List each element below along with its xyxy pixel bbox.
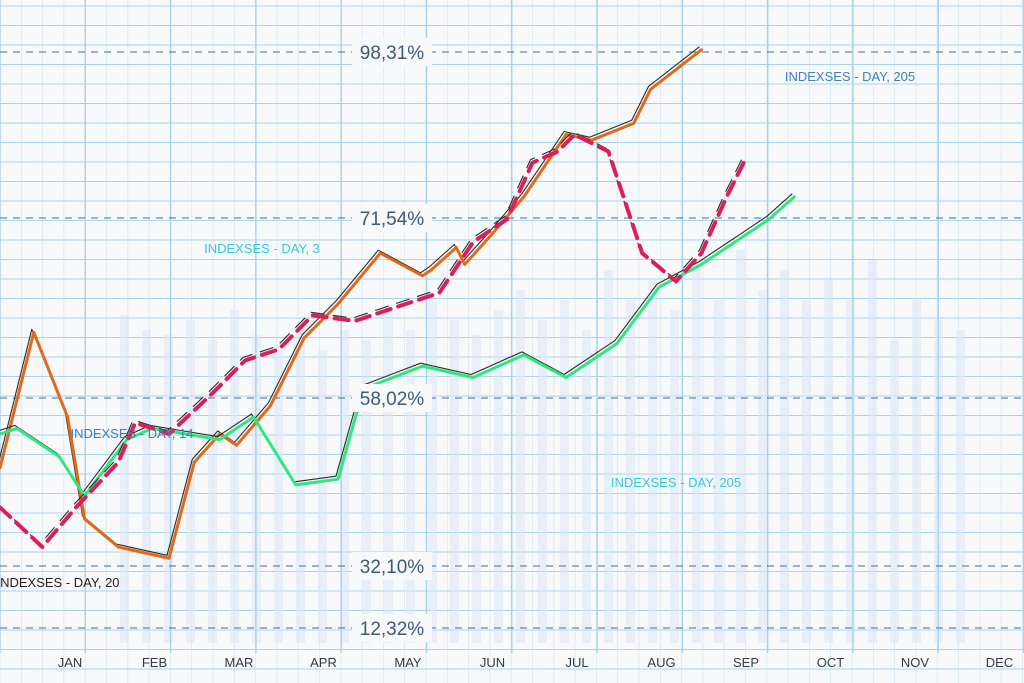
series-line-orange [0, 48, 703, 560]
pct-label: 71,54% [360, 209, 425, 230]
month-label: AUG [647, 655, 675, 670]
background-bar [604, 270, 613, 643]
annotation-label: INDEXSES - DAY, 205 [611, 475, 741, 490]
background-bar [538, 320, 547, 643]
background-bar [472, 335, 481, 643]
pct-label: 98,31% [360, 43, 425, 64]
series-shadow [0, 193, 793, 494]
background-bar [648, 280, 657, 643]
pct-label: 12,32% [360, 619, 425, 640]
background-bar [846, 300, 855, 643]
background-bar [758, 290, 767, 643]
background-bar [406, 330, 415, 643]
background-bar [912, 300, 921, 643]
pct-label: 58,02% [360, 389, 425, 410]
background-bar [824, 280, 833, 643]
background-bar [318, 350, 327, 643]
annotation-label: INDEXSES - DAY, 3 [204, 241, 320, 256]
background-bar [670, 310, 679, 643]
background-bar [274, 345, 283, 643]
pct-label-bg [352, 204, 432, 232]
background-bar [362, 340, 371, 643]
background-bar [340, 330, 349, 643]
annotation-label: INDEXSES - DAY, 14 [70, 426, 193, 441]
percentage-labels: 98,31% 71,54% 58,02% 32,10% 12,32% [352, 38, 432, 642]
background-bar [890, 340, 899, 643]
background-bar [692, 260, 701, 643]
month-label: NOV [901, 655, 930, 670]
pct-label-bg [352, 38, 432, 66]
month-label: MAR [225, 655, 254, 670]
background-bar [120, 315, 129, 643]
series-shadow [0, 130, 743, 545]
annotations: INDEXSES - DAY, 205 INDEXSES - DAY, 3 INDE… [0, 69, 915, 590]
background-bar [582, 330, 591, 643]
background-bar [384, 305, 393, 643]
pct-label-bg [352, 552, 432, 580]
series-line-green [0, 195, 796, 498]
series-line-crimson [0, 132, 746, 549]
series-layer [0, 46, 796, 560]
background-bar [450, 320, 459, 643]
background-bars [120, 250, 965, 643]
background-bar [956, 330, 965, 643]
background-bar [230, 310, 239, 643]
background-bar [516, 290, 525, 643]
month-label: JUN [480, 655, 505, 670]
background-bar [208, 340, 217, 643]
month-label: SEP [733, 655, 759, 670]
background-bar [494, 310, 503, 643]
background-bar [560, 300, 569, 643]
background-bar [714, 300, 723, 643]
background-bar [626, 300, 635, 643]
reference-lines [0, 51, 1024, 629]
background-bar [780, 270, 789, 643]
background-bar [736, 250, 745, 643]
month-labels: JAN FEB MAR APR MAY JUN JUL AUG SEP OCT NOV DEC [58, 655, 1014, 670]
background-bar [802, 300, 811, 643]
background-bar [142, 330, 151, 643]
month-label: JUL [565, 655, 588, 670]
month-label: OCT [817, 655, 845, 670]
pct-label: 32,10% [360, 557, 425, 578]
pct-label-bg [352, 384, 432, 412]
month-label: FEB [142, 655, 167, 670]
month-label: APR [310, 655, 337, 670]
background-bar [868, 260, 877, 643]
background-bar [428, 300, 437, 643]
month-label: JAN [58, 655, 83, 670]
pct-label-bg [352, 614, 432, 642]
month-label: MAY [394, 655, 422, 670]
month-label: DEC [986, 655, 1013, 670]
annotation-label: INDEXSES - DAY, 20 [0, 575, 120, 590]
annotation-label: INDEXSES - DAY, 205 [785, 69, 915, 84]
background-bar [164, 335, 173, 643]
